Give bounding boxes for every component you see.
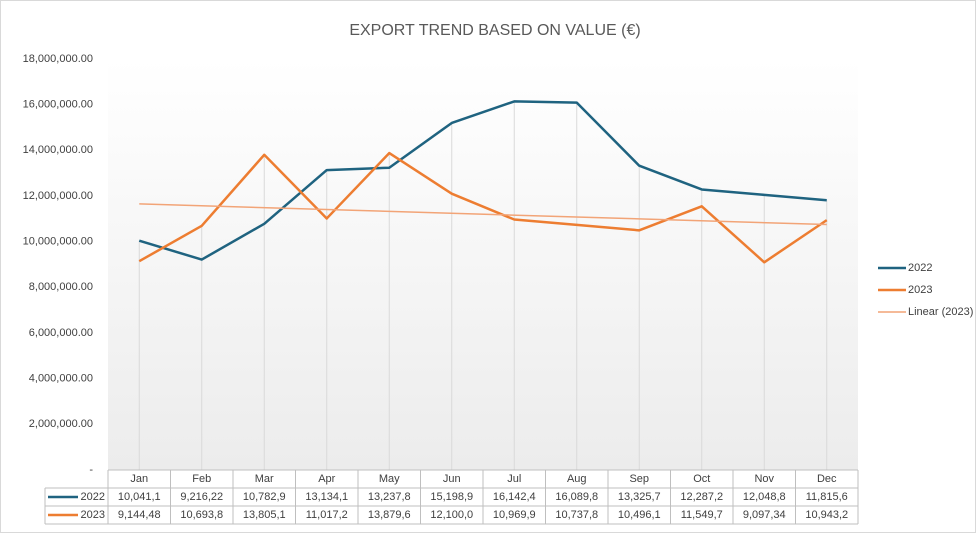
x-tick-label: Oct	[693, 473, 710, 485]
table-value: 9,144,48	[118, 509, 161, 521]
x-tick-label: Feb	[192, 473, 211, 485]
table-value: 10,737,8	[555, 509, 598, 521]
y-tick-label: 8,000,000.00	[29, 281, 93, 293]
x-tick-label: Mar	[255, 473, 274, 485]
series-line	[138, 151, 828, 264]
table-value: 16,089,8	[555, 491, 598, 503]
x-tick-label: May	[379, 473, 400, 485]
y-tick-label: 16,000,000.00	[23, 99, 93, 111]
table-series-name: 2023	[81, 509, 105, 521]
y-tick-label: 4,000,000.00	[29, 373, 93, 385]
y-tick-label: 18,000,000.00	[23, 53, 93, 65]
y-tick-label: 14,000,000.00	[23, 144, 93, 156]
table-value: 9,216,22	[180, 491, 223, 503]
x-tick-label: Jul	[507, 473, 521, 485]
table-value: 13,879,6	[368, 509, 411, 521]
y-tick-label: 12,000,000.00	[23, 190, 93, 202]
x-tick-label: Apr	[318, 473, 335, 485]
series-line	[138, 100, 827, 261]
table-value: 12,048,8	[743, 491, 786, 503]
y-tick-label: 2,000,000.00	[29, 418, 93, 430]
table-value: 16,142,4	[493, 491, 536, 503]
legend-label: Linear (2023)	[908, 306, 973, 318]
table-value: 12,287,2	[680, 491, 723, 503]
table-value: 10,693,8	[180, 509, 223, 521]
x-tick-label: Jun	[443, 473, 461, 485]
table-value: 11,815,6	[806, 491, 848, 503]
table-value: 10,782,9	[243, 491, 286, 503]
table-value: 10,496,1	[618, 509, 661, 521]
legend-label: 2023	[908, 284, 932, 296]
table-value: 11,017,2	[306, 509, 348, 521]
y-tick-label: -	[89, 464, 93, 476]
chart-title: EXPORT TREND BASED ON VALUE (€)	[349, 22, 640, 39]
table-value: 12,100,0	[430, 509, 473, 521]
table-value: 10,943,2	[805, 509, 848, 521]
plot-area	[108, 59, 858, 470]
x-tick-label: Nov	[754, 473, 774, 485]
x-tick-label: Aug	[567, 473, 587, 485]
table-value: 13,805,1	[243, 509, 286, 521]
table-value: 13,134,1	[305, 491, 348, 503]
x-tick-label: Dec	[817, 473, 837, 485]
table-value: 13,237,8	[368, 491, 411, 503]
y-tick-label: 10,000,000.00	[23, 236, 93, 248]
table-series-name: 2022	[81, 491, 105, 503]
x-tick-label: Sep	[629, 473, 649, 485]
table-value: 13,325,7	[618, 491, 661, 503]
table-value: 10,041,1	[118, 491, 161, 503]
trend-line	[139, 203, 827, 226]
y-tick-label: 6,000,000.00	[29, 327, 93, 339]
legend-label: 2022	[908, 262, 932, 274]
x-tick-label: Jan	[130, 473, 148, 485]
table-value: 15,198,9	[430, 491, 473, 503]
table-value: 9,097,34	[743, 509, 786, 521]
table-value: 10,969,9	[493, 509, 536, 521]
table-value: 11,549,7	[681, 509, 723, 521]
